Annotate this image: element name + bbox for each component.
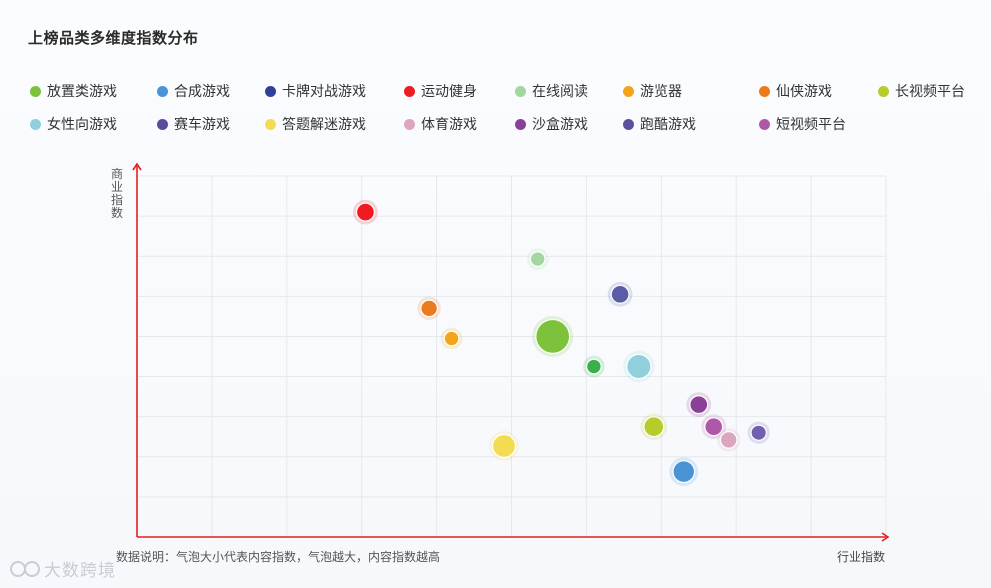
bubble-point	[355, 202, 375, 222]
bubble-point	[689, 395, 709, 415]
legend-item[interactable]: 短视频平台	[759, 114, 846, 134]
bubble-point	[491, 433, 517, 459]
legend-marker	[878, 85, 889, 97]
bubble-point	[535, 318, 571, 354]
legend-item[interactable]: 长视频平台	[878, 81, 965, 101]
legend-marker	[30, 85, 41, 97]
legend-item[interactable]: 体育游戏	[404, 114, 477, 134]
y-axis-label-char: 商	[110, 167, 123, 181]
legend-marker	[265, 85, 276, 97]
legend-item[interactable]: 卡牌对战游戏	[265, 81, 366, 101]
y-axis-arrow	[132, 162, 142, 171]
legend-label: 放置类游戏	[47, 84, 117, 100]
legend-label: 运动健身	[421, 84, 477, 100]
legend-label: 短视频平台	[776, 117, 846, 133]
bubble-point	[585, 358, 602, 375]
data-note: 数据说明：气泡大小代表内容指数，气泡越大，内容指数越高	[116, 550, 441, 564]
legend-label: 体育游戏	[421, 117, 477, 133]
bubble-point	[626, 353, 652, 380]
legend-item[interactable]: 合成游戏	[157, 81, 230, 101]
legend-item[interactable]: 答题解迷游戏	[265, 114, 366, 134]
x-axis-label: 行业指数	[837, 550, 886, 564]
bubble-point	[643, 416, 665, 438]
watermark: 大数跨境	[8, 556, 116, 581]
legend-label: 答题解迷游戏	[282, 117, 366, 133]
legend-marker	[759, 118, 770, 130]
legend-marker	[30, 118, 41, 130]
legend-marker	[515, 85, 526, 97]
y-axis-label-char: 指	[110, 193, 123, 207]
legend-marker	[404, 118, 415, 130]
legend-item[interactable]: 跑酷游戏	[623, 114, 696, 134]
legend-item[interactable]: 运动健身	[404, 81, 477, 101]
y-axis-label: 商业指数	[110, 168, 124, 220]
legend-item[interactable]: 赛车游戏	[157, 114, 230, 134]
legend-marker	[759, 85, 770, 97]
legend-marker	[157, 118, 168, 130]
legend-label: 沙盒游戏	[532, 117, 588, 133]
legend-label: 赛车游戏	[174, 117, 230, 133]
legend-label: 女性向游戏	[47, 117, 117, 133]
bubble-point	[529, 251, 546, 267]
y-axis-label-char: 业	[110, 180, 123, 194]
legend-label: 仙侠游戏	[776, 84, 832, 100]
legend-marker	[404, 85, 415, 97]
legend-item[interactable]: 放置类游戏	[30, 81, 117, 101]
legend-item[interactable]: 仙侠游戏	[759, 81, 832, 101]
x-axis-arrow	[881, 532, 890, 542]
bubble-point	[719, 431, 738, 449]
bubble-point	[750, 424, 767, 441]
legend-label: 卡牌对战游戏	[282, 84, 366, 100]
legend-item[interactable]: 在线阅读	[515, 81, 588, 101]
legend-label: 跑酷游戏	[640, 117, 696, 133]
legend-marker	[515, 118, 526, 130]
bubble-point	[420, 299, 438, 318]
legend-item[interactable]: 沙盒游戏	[515, 114, 588, 134]
legend-item[interactable]: 女性向游戏	[30, 114, 117, 134]
legend-label: 游览器	[640, 84, 682, 100]
bubble-point	[610, 284, 630, 304]
legend-marker	[623, 118, 634, 130]
legend-marker	[623, 85, 634, 97]
bubble-point	[443, 330, 460, 347]
watermark-text: 大数跨境	[44, 561, 116, 581]
legend-label: 长视频平台	[895, 84, 965, 100]
legend-marker	[157, 85, 168, 97]
bubble-point	[704, 417, 724, 437]
chart-title: 上榜品类多维度指数分布	[28, 29, 199, 47]
legend-marker	[265, 118, 276, 130]
legend-label: 在线阅读	[532, 84, 588, 100]
watermark-logo-icon	[10, 560, 40, 577]
bubble-point	[672, 460, 696, 484]
legend-label: 合成游戏	[174, 84, 230, 100]
legend-item[interactable]: 游览器	[623, 81, 682, 101]
y-axis-label-char: 数	[110, 206, 123, 220]
